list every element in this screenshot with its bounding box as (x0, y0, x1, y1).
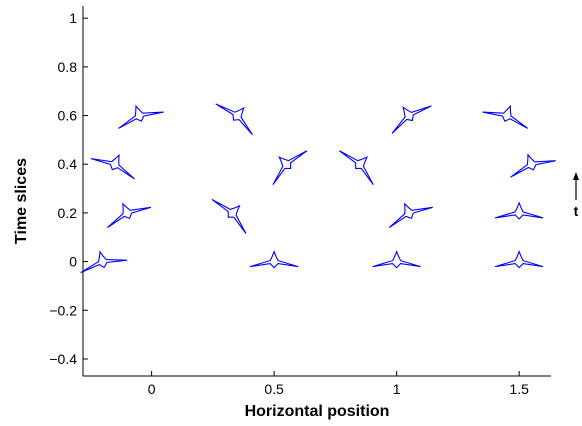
x-tick-label: 0.5 (264, 381, 284, 397)
tick-group: 0 0.5 1 1.5 −0.4 −0.2 0 0.2 0.4 0.6 0.8 1 (49, 10, 529, 397)
bird-marker-shape (215, 103, 253, 136)
x-tick-label: 1 (393, 381, 401, 397)
bird-marker (510, 153, 556, 178)
bird-marker (391, 105, 432, 134)
bird-marker (80, 250, 128, 274)
bird-marker-shape (118, 104, 164, 129)
bird-marker (482, 104, 529, 129)
bird-marker-shape (388, 202, 433, 229)
bird-marker-shape (80, 250, 128, 274)
bird-marker-shape (211, 198, 247, 234)
time-arrow-annotation: t (573, 172, 579, 219)
bird-marker-shape (107, 202, 152, 229)
y-tick-label: 0.4 (58, 156, 78, 172)
time-arrow-label: t (574, 203, 579, 219)
bird-marker (272, 150, 308, 186)
bird-marker-shape (372, 250, 421, 269)
bird-marker-shape (272, 150, 308, 186)
bird-marker (494, 250, 544, 269)
bird-marker-shape (494, 250, 544, 269)
bird-marker (118, 104, 164, 129)
time-arrow-head (573, 172, 579, 180)
bird-marker (215, 103, 253, 136)
bird-marker-shape (339, 150, 374, 186)
bird-marker (494, 201, 544, 220)
bird-marker (372, 250, 421, 269)
y-tick-label: 0 (69, 254, 77, 270)
bird-marker-shape (90, 153, 135, 180)
x-tick-label: 1.5 (509, 381, 529, 397)
bird-marker (249, 250, 299, 269)
y-tick-label: 0.6 (58, 108, 78, 124)
bird-marker-shape (391, 105, 432, 134)
y-tick-label: 0.8 (58, 59, 78, 75)
bird-marker (90, 153, 135, 180)
plot-axes (82, 6, 551, 377)
y-tick-label: 0.2 (58, 205, 78, 221)
bird-marker-shape (494, 201, 544, 220)
x-tick-label: 0 (148, 381, 156, 397)
x-axis-label: Horizontal position (245, 403, 390, 420)
y-tick-label: −0.4 (49, 351, 77, 367)
bird-marker-shape (249, 250, 299, 269)
bird-marker-shape (482, 104, 529, 129)
marker-group (80, 103, 556, 274)
bird-marker-shape (510, 153, 556, 178)
y-tick-label: 1 (69, 10, 77, 26)
y-tick-label: −0.2 (49, 302, 77, 318)
y-axis-label: Time slices (13, 158, 30, 244)
bird-marker (388, 202, 433, 229)
bird-marker (339, 150, 374, 186)
bird-marker (211, 198, 247, 234)
bird-marker (107, 202, 152, 229)
